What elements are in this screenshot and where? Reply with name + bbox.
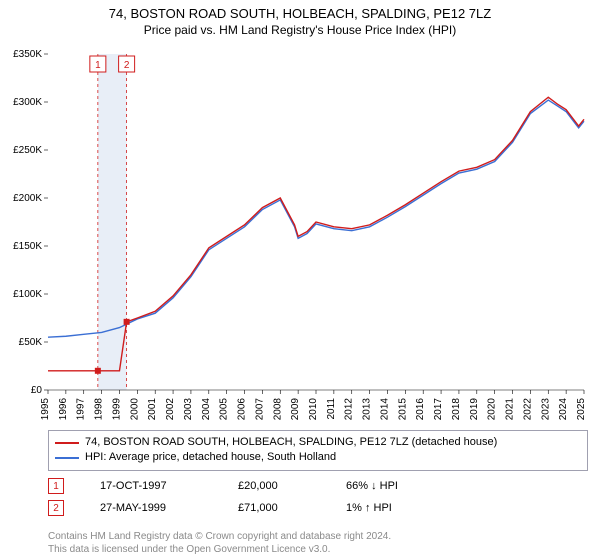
svg-text:2015: 2015: [397, 398, 408, 421]
marker-date-1: 17-OCT-1997: [72, 480, 230, 492]
svg-text:2025: 2025: [576, 398, 587, 421]
legend-swatch-hpi: [55, 457, 79, 459]
marker-price-1: £20,000: [238, 480, 338, 492]
chart-title: 74, BOSTON ROAD SOUTH, HOLBEACH, SPALDIN…: [0, 6, 600, 21]
svg-text:£350K: £350K: [13, 49, 42, 60]
marker-delta-2: 1% ↑ HPI: [346, 502, 496, 514]
svg-text:2021: 2021: [505, 398, 516, 421]
svg-text:£300K: £300K: [13, 97, 42, 108]
svg-text:2006: 2006: [237, 398, 248, 421]
marker-date-2: 27-MAY-1999: [72, 502, 230, 514]
price-chart: £0£50K£100K£150K£200K£250K£300K£350K1995…: [48, 48, 588, 418]
legend-label-hpi: HPI: Average price, detached house, Sout…: [85, 450, 336, 465]
legend-item-property: 74, BOSTON ROAD SOUTH, HOLBEACH, SPALDIN…: [55, 435, 581, 450]
svg-text:1999: 1999: [111, 398, 122, 421]
svg-text:£0: £0: [31, 385, 43, 396]
marker-row-1: 1 17-OCT-1997 £20,000 66% ↓ HPI: [48, 478, 588, 494]
svg-text:2010: 2010: [308, 398, 319, 421]
svg-text:£50K: £50K: [19, 337, 43, 348]
svg-text:2013: 2013: [362, 398, 373, 421]
svg-text:2008: 2008: [272, 398, 283, 421]
svg-text:£250K: £250K: [13, 145, 42, 156]
svg-text:2009: 2009: [290, 398, 301, 421]
svg-text:2024: 2024: [558, 398, 569, 421]
svg-text:2017: 2017: [433, 398, 444, 421]
svg-text:1998: 1998: [94, 398, 105, 421]
svg-text:1995: 1995: [40, 398, 51, 421]
chart-subtitle: Price paid vs. HM Land Registry's House …: [0, 23, 600, 37]
marker-row-2: 2 27-MAY-1999 £71,000 1% ↑ HPI: [48, 500, 588, 516]
footer-line-1: Contains HM Land Registry data © Crown c…: [48, 530, 391, 543]
svg-text:1996: 1996: [58, 398, 69, 421]
footer-attribution: Contains HM Land Registry data © Crown c…: [48, 530, 391, 556]
legend-item-hpi: HPI: Average price, detached house, Sout…: [55, 450, 581, 465]
marker-table: 1 17-OCT-1997 £20,000 66% ↓ HPI 2 27-MAY…: [48, 472, 588, 516]
marker-price-2: £71,000: [238, 502, 338, 514]
svg-text:2019: 2019: [469, 398, 480, 421]
svg-text:2000: 2000: [129, 398, 140, 421]
svg-text:2020: 2020: [487, 398, 498, 421]
svg-text:2003: 2003: [183, 398, 194, 421]
footer-line-2: This data is licensed under the Open Gov…: [48, 543, 391, 556]
svg-text:2005: 2005: [219, 398, 230, 421]
svg-text:£150K: £150K: [13, 241, 42, 252]
svg-text:2011: 2011: [326, 398, 337, 420]
svg-text:2014: 2014: [379, 398, 390, 421]
svg-text:£200K: £200K: [13, 193, 42, 204]
svg-text:2016: 2016: [415, 398, 426, 421]
svg-text:2002: 2002: [165, 398, 176, 421]
marker-badge-2: 2: [48, 500, 64, 516]
svg-text:1: 1: [95, 60, 101, 71]
svg-text:2001: 2001: [147, 398, 158, 421]
svg-text:2: 2: [124, 60, 130, 71]
marker-delta-1: 66% ↓ HPI: [346, 480, 496, 492]
svg-text:2018: 2018: [451, 398, 462, 421]
svg-text:2023: 2023: [540, 398, 551, 421]
legend-swatch-property: [55, 442, 79, 444]
svg-text:2012: 2012: [344, 398, 355, 421]
legend: 74, BOSTON ROAD SOUTH, HOLBEACH, SPALDIN…: [48, 430, 588, 471]
legend-label-property: 74, BOSTON ROAD SOUTH, HOLBEACH, SPALDIN…: [85, 435, 497, 450]
svg-text:£100K: £100K: [13, 289, 42, 300]
marker-badge-1: 1: [48, 478, 64, 494]
svg-text:1997: 1997: [76, 398, 87, 421]
svg-text:2004: 2004: [201, 398, 212, 421]
svg-text:2022: 2022: [522, 398, 533, 421]
svg-text:2007: 2007: [254, 398, 265, 421]
